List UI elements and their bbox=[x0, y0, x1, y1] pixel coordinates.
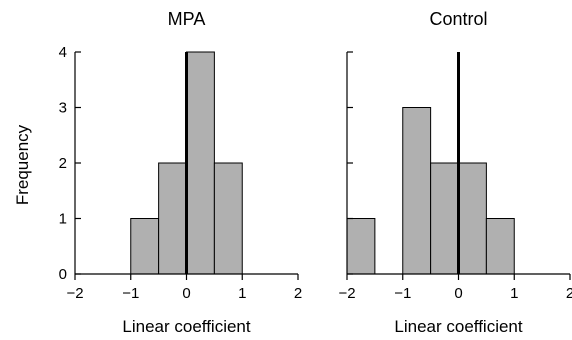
bar-control-1 bbox=[402, 107, 432, 275]
panel-mpa: MPA 0 1 2 3 4 −2 −1 0 1 2 Linear coefficient bbox=[59, 9, 303, 336]
bar-mpa-2 bbox=[186, 51, 215, 275]
panel-control: Control −2 −1 0 1 2 Linear coefficient bbox=[338, 9, 572, 336]
panel-title-mpa: MPA bbox=[168, 9, 206, 29]
x-tick-label-mpa-2: 2 bbox=[294, 285, 302, 302]
x-tick-label-control-m2: −2 bbox=[338, 285, 355, 302]
bar-control-4 bbox=[485, 218, 515, 275]
x-tick-label-control-m1: −1 bbox=[394, 285, 411, 302]
y-tick-label-mpa-2: 2 bbox=[59, 155, 67, 172]
bar-control-3 bbox=[458, 162, 487, 275]
x-tick-label-control-0: 0 bbox=[454, 285, 462, 302]
bar-mpa-3 bbox=[213, 162, 243, 275]
bar-mpa-1 bbox=[158, 162, 187, 275]
x-axis-label-mpa: Linear coefficient bbox=[122, 317, 250, 336]
y-axis-label: Frequency bbox=[13, 124, 32, 205]
panel-title-control: Control bbox=[429, 9, 487, 29]
x-tick-label-mpa-m2: −2 bbox=[66, 285, 83, 302]
x-axis-label-control: Linear coefficient bbox=[394, 317, 522, 336]
x-tick-label-mpa-m1: −1 bbox=[122, 285, 139, 302]
y-tick-label-mpa-3: 3 bbox=[59, 100, 67, 117]
x-tick-label-mpa-1: 1 bbox=[238, 285, 246, 302]
bar-control-0 bbox=[346, 218, 376, 275]
y-tick-label-mpa-0: 0 bbox=[59, 266, 67, 283]
x-tick-label-control-2: 2 bbox=[566, 285, 572, 302]
y-tick-label-mpa-1: 1 bbox=[59, 211, 67, 228]
bar-mpa-0 bbox=[130, 218, 160, 275]
bar-control-2 bbox=[430, 162, 459, 275]
x-tick-label-control-1: 1 bbox=[510, 285, 518, 302]
y-tick-label-mpa-4: 4 bbox=[59, 44, 67, 61]
x-tick-label-mpa-0: 0 bbox=[182, 285, 190, 302]
